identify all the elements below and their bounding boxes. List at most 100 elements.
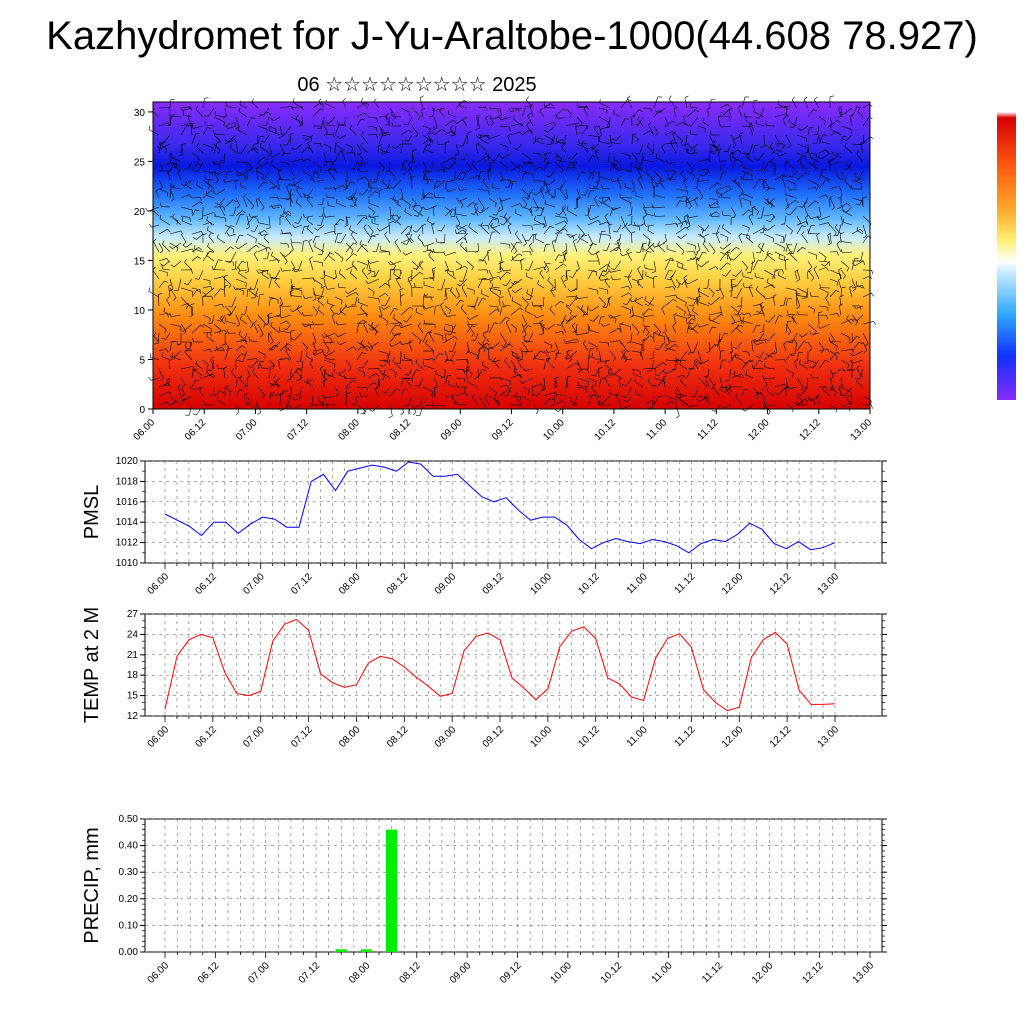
x-tick-label: 10.12 <box>593 417 619 443</box>
x-tick-label: 12.00 <box>720 571 746 597</box>
x-tick-label: 09.00 <box>448 960 474 986</box>
x-tick-label: 06.00 <box>146 724 172 750</box>
x-tick-label: 06.12 <box>194 571 220 597</box>
x-tick-label: 07.12 <box>289 571 315 597</box>
y-tick-label: 0.30 <box>119 867 139 878</box>
x-tick-label: 08.12 <box>385 571 411 597</box>
wind-barbs <box>145 95 876 419</box>
x-tick-label: 09.00 <box>433 724 459 750</box>
x-tick-label: 09.12 <box>498 960 524 986</box>
x-tick-label: 08.12 <box>388 417 414 443</box>
y-tick-label: 24 <box>127 629 139 640</box>
x-tick-label: 10.00 <box>549 960 575 986</box>
x-tick-label: 09.12 <box>481 571 507 597</box>
y-tick-label: 1010 <box>116 558 139 569</box>
x-tick-label: 11.12 <box>673 724 698 749</box>
y-tick-label: 1014 <box>116 517 139 528</box>
y-tick-label: 12 <box>127 711 139 722</box>
x-tick-label: 06.12 <box>183 417 209 443</box>
y-axis-title: TEMP at 2 M <box>81 607 103 723</box>
y-tick-label: 15 <box>127 691 139 702</box>
x-tick-label: 06.00 <box>146 960 172 986</box>
x-tick-label: 10.00 <box>529 724 555 750</box>
x-tick-label: 11.00 <box>625 571 650 596</box>
x-tick-label: 10.00 <box>529 571 555 597</box>
x-tick-label: 06.00 <box>146 571 172 597</box>
x-tick-label: 08.00 <box>347 960 373 986</box>
series-line <box>164 461 836 554</box>
y-tick-label: 0.20 <box>119 894 139 905</box>
x-tick-label: 06.12 <box>194 724 220 750</box>
x-tick-label: 08.00 <box>337 417 363 443</box>
y-tick-label: 27 <box>127 609 139 620</box>
x-tick-label: 10.12 <box>599 960 625 986</box>
x-tick-label: 12.12 <box>768 571 794 597</box>
x-tick-label: 08.00 <box>337 571 363 597</box>
x-tick-label: 08.12 <box>385 724 411 750</box>
precip-bar <box>360 949 373 952</box>
y-tick-label: 18 <box>127 670 139 681</box>
x-tick-label: 07.12 <box>289 724 315 750</box>
y-tick-label: 1018 <box>116 476 139 487</box>
x-tick-label: 13.00 <box>816 724 842 750</box>
x-tick-label: 13.00 <box>851 960 877 986</box>
x-tick-label: 12.00 <box>750 960 776 986</box>
chart-subtitle: 06 ☆☆☆☆☆☆☆☆☆ 2025 <box>297 74 537 96</box>
x-tick-label: 07.12 <box>297 960 323 986</box>
y-tick-label: 0.50 <box>119 814 139 825</box>
x-tick-label: 09.12 <box>481 724 507 750</box>
precip-bar <box>385 829 398 952</box>
y-tick-label: 0.10 <box>119 920 139 931</box>
y-axis-title: PMSL <box>81 485 103 539</box>
x-tick-label: 12.12 <box>768 724 794 750</box>
y-tick-label: 21 <box>127 650 139 661</box>
x-tick-label: 12.00 <box>746 417 772 443</box>
y-tick-label: 25 <box>134 157 146 168</box>
precipitation-plot: 0.00 0.10 0.20 0.30 0.40 0.50 06.00 06.12 07.00 0… <box>81 814 887 986</box>
x-tick-label: 11.00 <box>644 417 669 442</box>
chart-title: Kazhydromet for J-Yu-Araltobe-1000(44.60… <box>46 14 978 58</box>
x-tick-label: 11.00 <box>625 724 650 749</box>
panel-frame <box>144 460 883 564</box>
y-tick-label: 1020 <box>116 456 139 467</box>
panel-frame <box>144 613 883 717</box>
x-tick-label: 07.12 <box>285 417 311 443</box>
x-tick-label: 10.12 <box>576 724 602 750</box>
x-tick-label: 08.12 <box>397 960 423 986</box>
temperature-plot: 12 15 18 21 24 27 06.00 06.12 07.00 07.12 08.00 08.… <box>81 607 887 750</box>
x-tick-label: 09.12 <box>490 417 516 443</box>
panel-frame <box>144 818 883 953</box>
y-tick-label: 5 <box>139 355 145 366</box>
y-tick-label: 10 <box>134 306 146 317</box>
x-tick-label: 07.00 <box>246 960 272 986</box>
x-tick-label: 12.12 <box>797 417 823 443</box>
x-tick-label: 11.00 <box>650 960 675 985</box>
precip-bar <box>335 949 347 952</box>
pmsl-plot: 1010 1012 1014 1016 1018 1020 06.00 06.12 07.00 0… <box>81 456 887 597</box>
x-tick-label: 13.00 <box>816 571 842 597</box>
x-tick-label: 07.00 <box>241 724 267 750</box>
y-tick-label: 1016 <box>116 497 139 508</box>
y-tick-label: 30 <box>134 108 146 119</box>
y-tick-label: 0.40 <box>119 841 139 852</box>
y-tick-label: 0 <box>139 405 145 416</box>
x-tick-label: 07.00 <box>234 417 260 443</box>
x-tick-label: 12.00 <box>720 724 746 750</box>
cross-section-plot: 0 5 10 15 20 25 30 06.00 06.12 07.00 07.12 08.00 08.… <box>132 95 876 443</box>
cross-section-field <box>153 102 870 409</box>
x-tick-label: 06.00 <box>132 417 158 443</box>
x-tick-label: 11.12 <box>673 571 698 596</box>
x-tick-label: 07.00 <box>241 571 267 597</box>
y-tick-label: 1012 <box>116 538 139 549</box>
x-tick-label: 09.00 <box>433 571 459 597</box>
x-tick-label: 06.12 <box>196 960 222 986</box>
y-tick-label: 15 <box>134 256 146 267</box>
x-tick-label: 08.00 <box>337 724 363 750</box>
y-tick-label: 0.00 <box>119 947 139 958</box>
x-tick-label: 11.12 <box>700 960 725 985</box>
x-tick-label: 12.12 <box>800 960 826 986</box>
x-tick-label: 09.00 <box>439 417 465 443</box>
y-axis-title: PRECIP, mm <box>81 827 103 943</box>
x-tick-label: 10.00 <box>541 417 567 443</box>
